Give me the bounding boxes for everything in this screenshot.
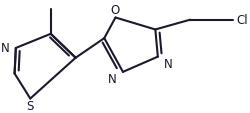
- Text: N: N: [1, 42, 10, 55]
- Text: N: N: [108, 72, 117, 85]
- Text: O: O: [111, 4, 120, 17]
- Text: Cl: Cl: [236, 14, 248, 27]
- Text: N: N: [164, 57, 173, 70]
- Text: S: S: [26, 99, 34, 112]
